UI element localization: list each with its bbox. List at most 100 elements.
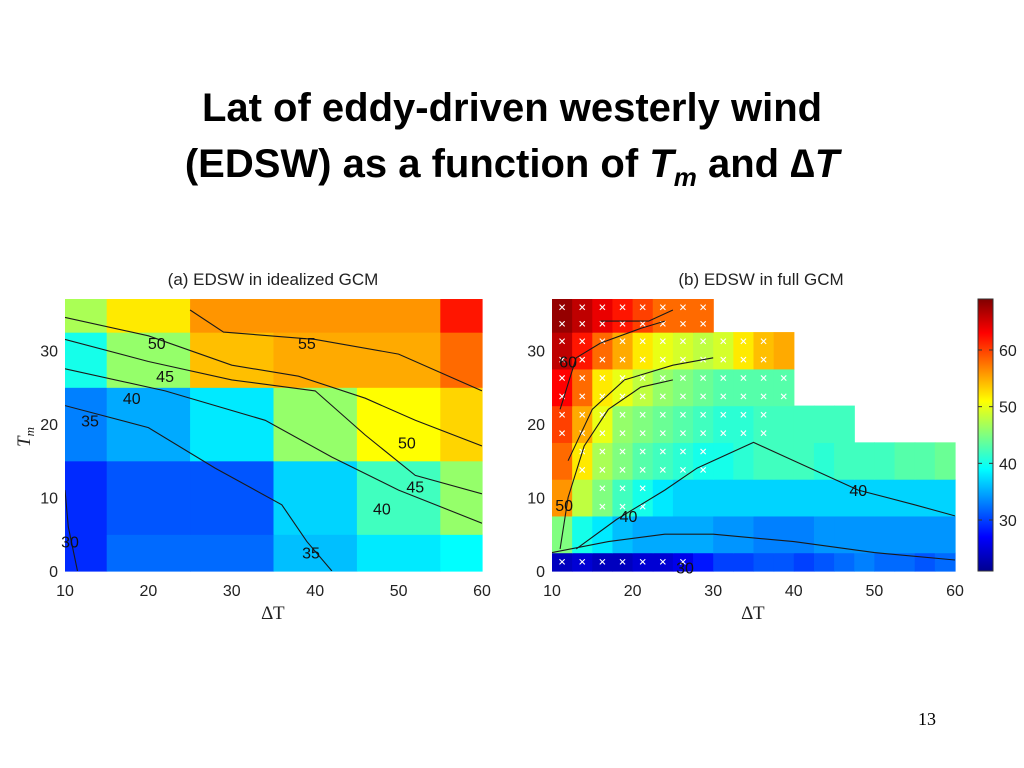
- heatmap-cell: [652, 368, 674, 407]
- panel-a: (a) EDSW in idealized GCM 30 35 40 45 50 55 50…: [14, 270, 491, 624]
- heatmap-cell: [190, 387, 275, 462]
- contour-label: 40: [620, 509, 638, 526]
- contour-label: 30: [61, 535, 79, 552]
- heatmap-cell: [440, 332, 483, 388]
- significance-cross: [619, 338, 626, 345]
- significance-cross: [679, 411, 686, 418]
- y-tick-label: 10: [527, 490, 545, 507]
- heatmap-cell: [632, 368, 654, 407]
- x-tick-label: 60: [946, 583, 964, 600]
- contour-label: 60: [559, 354, 577, 371]
- significance-cross: [720, 356, 727, 363]
- significance-cross: [639, 393, 646, 400]
- heatmap-cell: [914, 479, 936, 517]
- contour-line-60: [559, 320, 665, 410]
- title-line-2: (EDSW) as a function of Tm and ∆T: [0, 136, 1024, 192]
- heatmap-cell: [854, 442, 875, 480]
- contour-line-60: [600, 309, 674, 322]
- significance-cross: [599, 356, 606, 363]
- contour-label: 45: [406, 479, 424, 496]
- panel-b-heatmap: [552, 299, 956, 572]
- contour-label: 40: [849, 483, 867, 500]
- heatmap-cell: [874, 552, 896, 572]
- heatmap-cell: [672, 405, 694, 443]
- panel-b-title: (b) EDSW in full GCM: [678, 270, 843, 289]
- significance-cross: [659, 393, 666, 400]
- heatmap-cell: [273, 534, 358, 572]
- contour-line-30: [65, 490, 79, 571]
- y-tick-label: 30: [527, 343, 545, 360]
- significance-cross: [599, 466, 606, 473]
- heatmap-cell: [440, 460, 483, 535]
- heatmap-cell: [793, 442, 815, 480]
- heatmap-cell: [854, 479, 875, 517]
- significance-cross: [720, 393, 727, 400]
- significance-cross: [579, 338, 586, 345]
- heatmap-cell: [273, 387, 358, 462]
- heatmap-cell: [914, 552, 936, 572]
- significance-cross: [659, 356, 666, 363]
- heatmap-cell: [652, 405, 674, 443]
- heatmap-cell: [773, 479, 795, 517]
- heatmap-cell: [552, 368, 573, 407]
- heatmap-cell: [106, 299, 191, 333]
- heatmap-cell: [713, 368, 734, 407]
- heatmap-cell: [440, 299, 483, 333]
- significance-cross: [659, 558, 666, 565]
- heatmap-cell: [713, 332, 734, 370]
- heatmap-cell: [793, 405, 815, 443]
- heatmap-cell: [632, 332, 654, 370]
- colorbar: 30 40 50 60: [977, 298, 1017, 572]
- significance-cross: [579, 411, 586, 418]
- significance-cross: [599, 304, 606, 311]
- heatmap-cell: [592, 299, 614, 333]
- significance-cross: [700, 304, 707, 311]
- significance-cross: [700, 393, 707, 400]
- heatmap-cell: [273, 332, 358, 388]
- significance-cross: [639, 320, 646, 327]
- heatmap-cell: [190, 460, 275, 535]
- heatmap-cell: [652, 442, 674, 480]
- title-line-1: Lat of eddy-driven westerly wind: [201, 86, 823, 130]
- heatmap-cell: [693, 552, 714, 572]
- heatmap-cell: [894, 552, 916, 572]
- significance-cross: [579, 356, 586, 363]
- contour-label: 30: [676, 560, 694, 577]
- significance-cross: [780, 375, 787, 382]
- heatmap-cell: [652, 332, 674, 370]
- significance-cross: [720, 375, 727, 382]
- heatmap-cell: [552, 299, 573, 333]
- significance-cross: [559, 338, 566, 345]
- heatmap-cell: [693, 442, 714, 480]
- significance-cross: [679, 448, 686, 455]
- significance-cross: [760, 338, 767, 345]
- heatmap-cell: [834, 442, 855, 480]
- significance-cross: [659, 466, 666, 473]
- contour-line-45: [65, 338, 482, 495]
- panel-a-x-label: ∆T: [261, 603, 285, 624]
- x-tick-label: 40: [306, 583, 324, 600]
- heatmap-cell: [273, 299, 358, 333]
- significance-cross: [720, 430, 727, 437]
- heatmap-cell: [552, 405, 573, 443]
- panel-b-x-label: ∆T: [741, 603, 765, 624]
- panel-b-y-ticks: 0 10 20 30: [527, 343, 545, 581]
- y-tick-label: 20: [527, 417, 545, 434]
- heatmap-cell: [914, 515, 936, 554]
- heatmap-cell: [612, 479, 634, 517]
- heatmap-cell: [612, 515, 634, 554]
- heatmap-cell: [612, 405, 634, 443]
- significance-cross: [679, 356, 686, 363]
- heatmap-cell: [190, 534, 275, 572]
- heatmap-cell: [273, 460, 358, 535]
- significance-cross: [559, 375, 566, 382]
- heatmap-cell: [813, 515, 835, 554]
- significance-cross: [559, 411, 566, 418]
- significance-cross: [740, 430, 747, 437]
- heatmap-cell: [753, 515, 775, 554]
- heatmap-cell: [612, 332, 634, 370]
- heatmap-cell: [612, 368, 634, 407]
- significance-cross: [579, 304, 586, 311]
- heatmap-cell: [813, 479, 835, 517]
